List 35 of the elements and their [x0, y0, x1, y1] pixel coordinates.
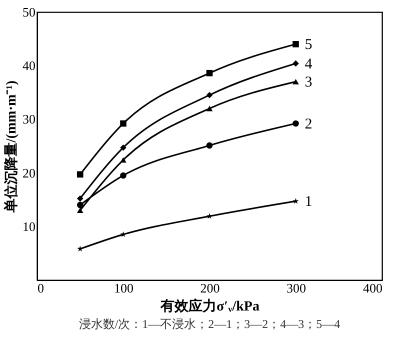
- y-tick-label: 30: [22, 112, 36, 127]
- point: [120, 120, 126, 127]
- series-label: 3: [304, 74, 312, 91]
- series-label: 1: [304, 194, 312, 210]
- x-tick-label: 0: [38, 280, 44, 296]
- y-tick-label: 10: [22, 218, 36, 234]
- x-axis-title: 有效应力σ′ᵥ/kPa: [160, 298, 260, 314]
- series-label: 2: [304, 116, 312, 132]
- x-tick-label: 100: [114, 280, 134, 296]
- y-axis-title: 单位沉降量/(mm·m⁻¹): [4, 80, 20, 214]
- point: [120, 172, 126, 179]
- point: [292, 60, 299, 67]
- x-tick-label: 300: [286, 280, 306, 296]
- point: [292, 41, 299, 48]
- y-tick-label: 50: [22, 4, 36, 20]
- point: [76, 202, 84, 208]
- point: [206, 106, 213, 112]
- series-label: 4: [304, 56, 313, 72]
- point: [76, 208, 84, 214]
- text: 浸水数/次：1—不浸水；2—1；3—2；4—3；5—4: [78, 317, 340, 331]
- y-tick-label: 20: [22, 165, 36, 180]
- point: [292, 198, 299, 204]
- point: [206, 70, 213, 76]
- x-tick-label: 400: [363, 280, 382, 296]
- point: [292, 78, 299, 84]
- point: [292, 120, 299, 127]
- point: [76, 171, 84, 178]
- point: [120, 157, 126, 163]
- series-label: 5: [304, 37, 312, 54]
- x-tick-label: 200: [200, 280, 220, 296]
- point: [76, 195, 84, 202]
- point: [206, 92, 213, 98]
- y-tick-label: 40: [22, 58, 36, 74]
- point: [206, 142, 213, 149]
- point: [120, 144, 126, 151]
